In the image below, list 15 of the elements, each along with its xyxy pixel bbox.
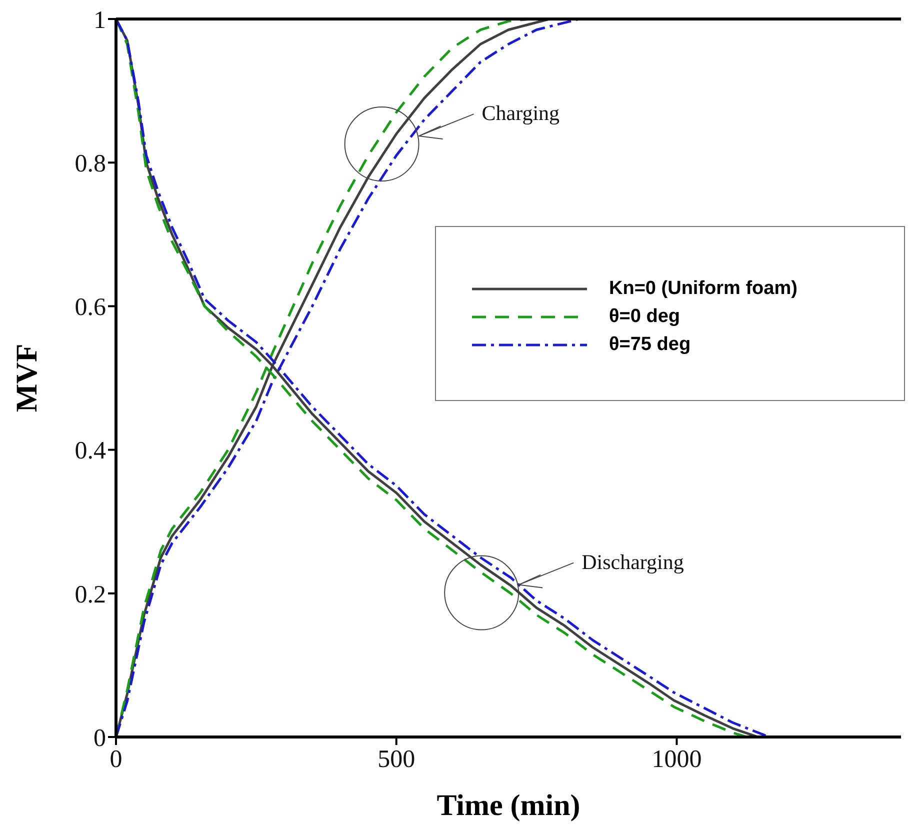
x-tick-label: 1000 xyxy=(652,746,702,773)
y-tick-label: 1 xyxy=(94,6,106,34)
y-axis-title: MVF xyxy=(10,344,44,412)
y-tick-label: 0 xyxy=(94,724,106,752)
text: θ=75 deg xyxy=(609,334,691,356)
x-axis-title: Time (min) xyxy=(436,789,580,822)
annotation: Charging xyxy=(482,101,560,126)
x-tick-label: 500 xyxy=(378,746,416,773)
y-tick-label: 0.8 xyxy=(74,150,106,178)
text: Kn=0 (Uniform foam) xyxy=(609,278,798,300)
annotation: Discharging xyxy=(582,550,684,574)
y-tick-label: 0.6 xyxy=(74,294,106,322)
text: θ=0 deg xyxy=(609,306,680,328)
y-tick-label: 0.2 xyxy=(74,581,106,608)
y-tick-label: 0.4 xyxy=(74,438,106,465)
